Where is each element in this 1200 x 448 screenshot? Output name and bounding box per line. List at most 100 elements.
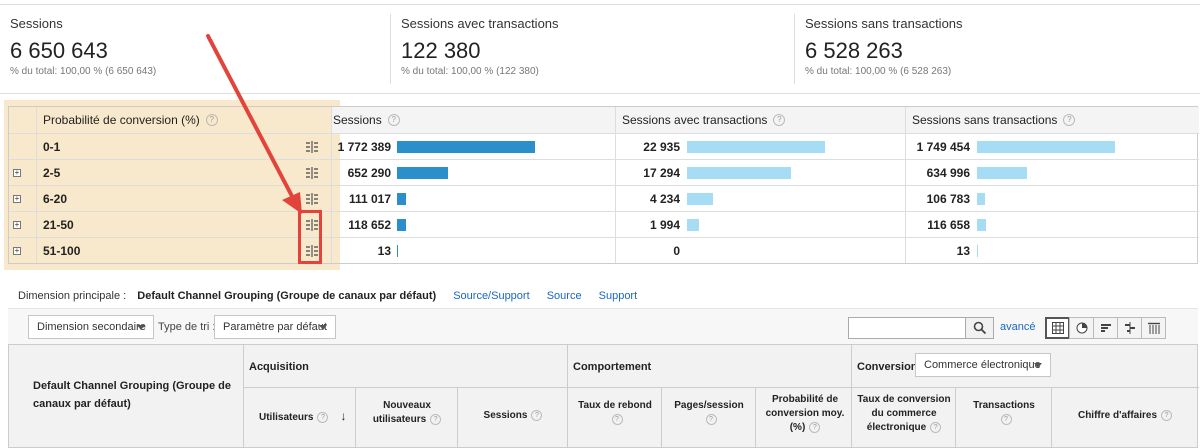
pivot-view-button[interactable] [1141, 317, 1166, 339]
help-icon[interactable]: ? [809, 421, 821, 433]
header-dimension[interactable]: Default Channel Grouping (Groupe de cana… [33, 380, 231, 410]
pivot-icon[interactable] [305, 140, 319, 154]
scorecard-sessions-with-transactions[interactable]: Sessions avec transactions 122 380 % du … [390, 14, 794, 84]
pivot-table-icon [1147, 322, 1160, 334]
dimension-link-source-medium[interactable]: Source/Support [453, 290, 530, 302]
dropdown-value: Paramètre par défaut [223, 321, 327, 333]
conversions-type-dropdown[interactable]: Commerce électronique [915, 353, 1051, 377]
pivot-icon[interactable] [305, 166, 319, 180]
pivot-icon[interactable] [305, 218, 319, 232]
column-header-avg-conversion-probability[interactable]: Probabilité de conversion moy. (%)? [761, 393, 849, 435]
metric-bar-without [977, 245, 978, 257]
expand-row-icon[interactable]: + [13, 220, 21, 229]
metric-value-without: 1 749 454 [916, 139, 970, 154]
metric-value-without: 106 783 [926, 191, 970, 206]
advanced-filter-link[interactable]: avancé [1000, 321, 1036, 333]
search-button[interactable] [966, 317, 994, 339]
help-icon[interactable]: ? [705, 413, 717, 425]
header-sessions[interactable]: Sessions ? [333, 107, 400, 133]
metric-bar-sessions [397, 219, 406, 231]
group-header-conversions: Conversions [857, 361, 924, 373]
metric-value-with: 17 294 [643, 165, 680, 180]
help-icon[interactable]: ? [1063, 114, 1076, 126]
header-divider [243, 387, 1199, 388]
table-row[interactable]: +21-50 118 652 1 994 116 658 [9, 211, 1199, 237]
metric-value-with: 0 [673, 243, 680, 258]
expand-row-icon[interactable]: + [13, 194, 21, 203]
column-header-transactions[interactable]: Transactions? [959, 399, 1049, 427]
row-dimension-value[interactable]: 6-20 [43, 191, 68, 206]
column-header-ecommerce-conversion-rate[interactable]: Taux de conversion du commerce électroni… [855, 393, 953, 435]
header-sessions-without[interactable]: Sessions sans transactions ? [912, 107, 1076, 133]
sort-arrow-icon[interactable]: ↓ [340, 409, 347, 423]
metric-bar-sessions [397, 245, 398, 257]
pivot-icon[interactable] [305, 192, 319, 206]
column-divider [615, 107, 616, 263]
help-icon[interactable]: ? [430, 413, 442, 425]
column-divider [661, 387, 662, 448]
expand-row-icon[interactable]: + [13, 168, 21, 177]
table-row[interactable]: +51-100 13 0 13 [9, 237, 1199, 263]
performance-view-button[interactable] [1093, 317, 1118, 339]
header-label: Sessions [333, 113, 382, 127]
scorecard-label: Sessions sans transactions [805, 16, 963, 31]
header-probability[interactable]: Probabilité de conversion (%) ? [43, 107, 218, 133]
metric-value-without: 13 [956, 243, 970, 258]
secondary-dimension-dropdown[interactable]: Dimension secondaire [28, 315, 154, 339]
column-header-pages-per-session[interactable]: Pages/session? [665, 399, 753, 427]
metric-value-sessions: 652 290 [347, 165, 391, 180]
help-icon[interactable]: ? [387, 114, 400, 126]
column-divider [355, 387, 356, 448]
expand-row-icon[interactable]: + [13, 246, 21, 255]
sort-type-label: Type de tri : [158, 321, 216, 333]
help-icon[interactable]: ? [531, 409, 543, 421]
row-dimension-value[interactable]: 0-1 [43, 139, 61, 154]
chevron-down-icon [1034, 363, 1042, 368]
help-icon[interactable]: ? [1161, 409, 1173, 421]
column-divider [331, 107, 332, 263]
column-header-bounce-rate[interactable]: Taux de rebond? [571, 399, 659, 427]
metric-bar-without [977, 167, 1027, 179]
row-dimension-value[interactable]: 51-100 [43, 243, 81, 258]
pie-view-button[interactable] [1069, 317, 1094, 339]
column-header-revenue[interactable]: Chiffre d'affaires? [1055, 409, 1195, 423]
help-icon[interactable]: ? [1000, 413, 1012, 425]
comparison-view-button[interactable] [1117, 317, 1142, 339]
column-divider [1051, 387, 1052, 448]
group-header-behavior: Comportement [573, 361, 652, 373]
metric-bar-sessions [397, 141, 535, 153]
conversion-probability-table: Probabilité de conversion (%) ? Sessions… [8, 106, 1199, 264]
table-search-input[interactable] [848, 317, 966, 339]
help-icon[interactable]: ? [205, 114, 218, 126]
column-header-sessions[interactable]: Sessions? [461, 409, 565, 423]
table-row[interactable]: +2-5 652 290 17 294 634 996 [9, 159, 1199, 185]
dimension-link-source[interactable]: Source [546, 290, 582, 302]
help-icon[interactable]: ? [317, 411, 329, 423]
pivot-icon[interactable] [305, 244, 319, 258]
help-icon[interactable]: ? [611, 413, 623, 425]
column-label: Taux de rebond [578, 400, 652, 411]
dimension-link-medium[interactable]: Support [598, 290, 638, 302]
table-view-button[interactable] [1045, 317, 1070, 339]
help-icon[interactable]: ? [930, 421, 942, 433]
column-header-new-users[interactable]: Nouveaux utilisateurs? [361, 399, 453, 427]
scorecard-label: Sessions avec transactions [401, 16, 559, 31]
header-sessions-with[interactable]: Sessions avec transactions ? [622, 107, 786, 133]
sort-type-dropdown[interactable]: Paramètre par défaut [214, 315, 336, 339]
scorecard-value: 6 528 263 [805, 38, 903, 63]
metric-bar-sessions [397, 193, 406, 205]
metric-bar-without [977, 193, 985, 205]
help-icon[interactable]: ? [773, 114, 786, 126]
scorecard-sessions-without-transactions[interactable]: Sessions sans transactions 6 528 263 % d… [794, 14, 1200, 84]
row-dimension-value[interactable]: 2-5 [43, 165, 61, 180]
annotation-red-box [298, 210, 322, 264]
header-label: Probabilité de conversion (%) [43, 113, 200, 127]
column-header-users[interactable]: Utilisateurs? ↓ [249, 409, 353, 425]
scorecard-value: 6 650 643 [10, 38, 108, 63]
table-row[interactable]: 0-1 1 772 389 22 935 1 749 454 [9, 133, 1199, 159]
scorecard-sessions[interactable]: Sessions 6 650 643 % du total: 100,00 % … [0, 14, 390, 84]
row-dimension-value[interactable]: 21-50 [43, 217, 74, 232]
scorecard-subtext: % du total: 100,00 % (122 380) [401, 66, 539, 77]
metric-bar-without [977, 219, 986, 231]
table-row[interactable]: +6-20 111 017 4 234 106 783 [9, 185, 1199, 211]
